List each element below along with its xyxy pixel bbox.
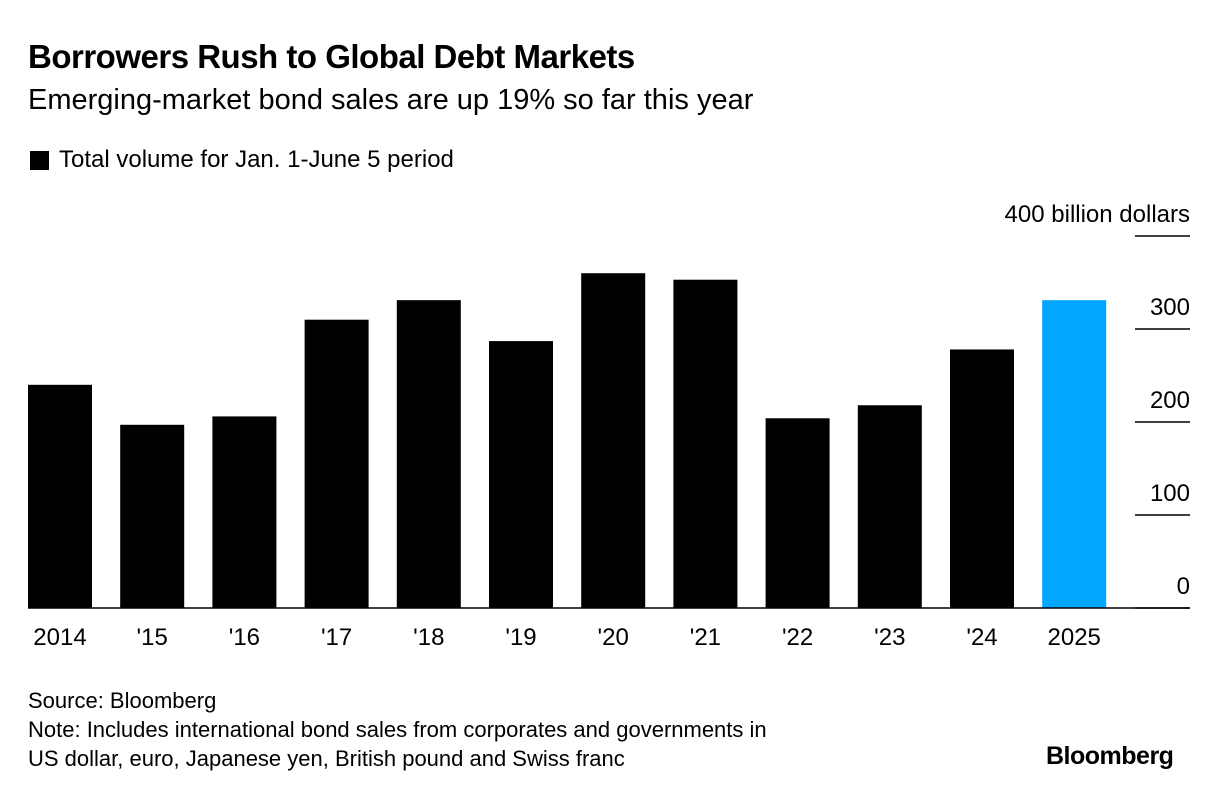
x-tick-label-18: '18 bbox=[413, 624, 444, 651]
x-tick-label-2025: 2025 bbox=[1048, 624, 1101, 651]
x-tick-label-21: '21 bbox=[690, 624, 721, 651]
y-tick-label-300: 300 bbox=[1150, 294, 1190, 321]
x-tick-label-20: '20 bbox=[598, 624, 629, 651]
bar-21 bbox=[673, 279, 738, 608]
bar-19 bbox=[489, 341, 553, 608]
y-tick-label-0: 0 bbox=[1177, 573, 1190, 600]
bar-2014 bbox=[28, 384, 92, 608]
legend-swatch bbox=[30, 150, 49, 170]
bar-18 bbox=[396, 300, 461, 608]
footnote-line-1: Note: Includes international bond sales … bbox=[28, 717, 767, 742]
bar-23 bbox=[857, 405, 922, 608]
chart-title: Borrowers Rush to Global Debt Markets bbox=[28, 38, 635, 75]
chart-subtitle: Emerging-market bond sales are up 19% so… bbox=[28, 84, 754, 116]
x-tick-label-16: '16 bbox=[229, 624, 260, 651]
source-note: Source: Bloomberg bbox=[28, 688, 217, 713]
y-tick-label-200: 200 bbox=[1150, 387, 1190, 414]
bar-15 bbox=[120, 424, 185, 608]
bar-2025 bbox=[1042, 300, 1107, 608]
bloomberg-logo: Bloomberg bbox=[1046, 742, 1174, 770]
x-tick-label-23: '23 bbox=[874, 624, 905, 651]
bar-20 bbox=[581, 273, 646, 608]
x-tick-label-19: '19 bbox=[505, 624, 536, 651]
legend-label: Total volume for Jan. 1-June 5 period bbox=[59, 146, 454, 173]
x-tick-label-2014: 2014 bbox=[33, 624, 86, 651]
bar-16 bbox=[212, 416, 277, 608]
x-tick-label-15: '15 bbox=[137, 624, 168, 651]
footnote-line-2: US dollar, euro, Japanese yen, British p… bbox=[28, 746, 625, 771]
bar-24 bbox=[950, 349, 1014, 608]
x-tick-label-17: '17 bbox=[321, 624, 352, 651]
y-tick-label-400: 400 billion dollars bbox=[1005, 201, 1190, 228]
legend: Total volume for Jan. 1-June 5 period bbox=[30, 146, 454, 174]
bar-17 bbox=[304, 319, 369, 608]
y-tick-label-100: 100 bbox=[1150, 480, 1190, 507]
x-tick-label-22: '22 bbox=[782, 624, 813, 651]
x-tick-label-24: '24 bbox=[966, 624, 997, 651]
footer: Source: Bloomberg Note: Includes interna… bbox=[28, 686, 767, 773]
bar-22 bbox=[765, 418, 830, 608]
